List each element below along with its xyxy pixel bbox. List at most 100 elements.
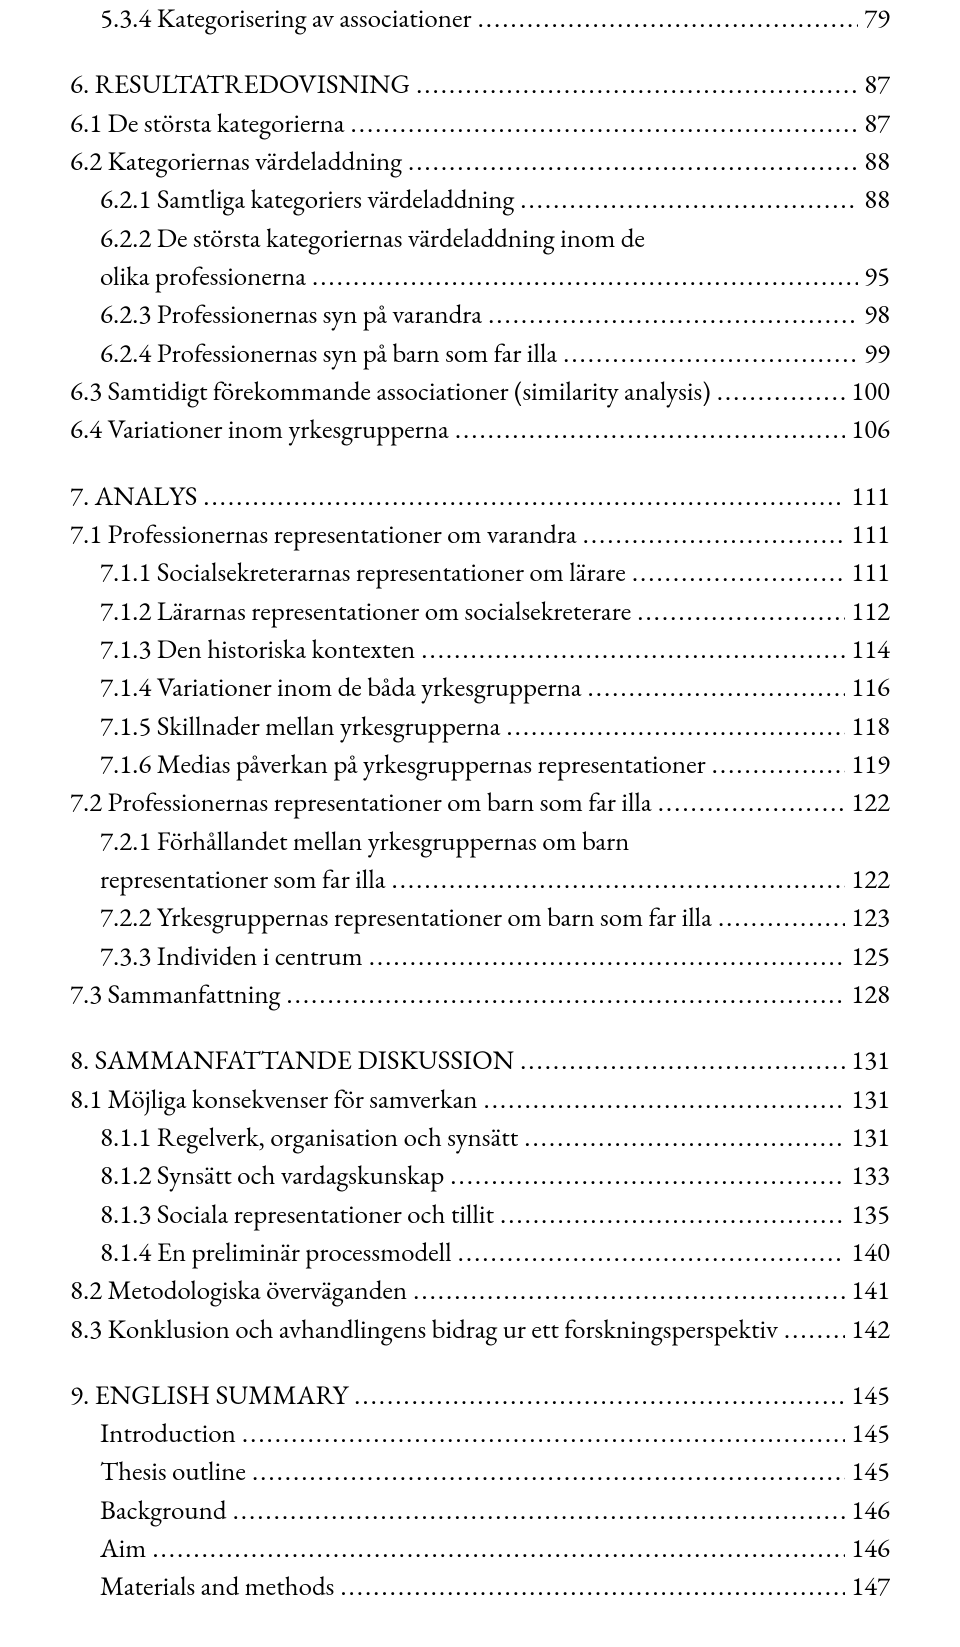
toc-title: Materials and methods	[100, 1568, 334, 1606]
toc-page-number: 88	[864, 143, 890, 181]
toc-entry: 6.2 Kategoriernas värdeladdning 88	[70, 143, 890, 181]
toc-page-number: 135	[851, 1196, 890, 1234]
toc-title: 8. SAMMANFATTANDE DISKUSSION	[70, 1042, 514, 1080]
toc-page-number: 95	[864, 258, 890, 296]
toc-title: Background	[100, 1492, 227, 1530]
toc-title: 8.1.3 Sociala representationer och tilli…	[100, 1196, 494, 1234]
toc-page-number: 111	[851, 516, 890, 554]
toc-title: 7.2.2 Yrkesgruppernas representationer o…	[100, 899, 712, 937]
toc-dot-leader	[413, 1272, 845, 1310]
toc-title: 8.3 Konklusion och avhandlingens bidrag …	[70, 1311, 778, 1349]
toc-page-number: 145	[851, 1377, 890, 1415]
toc-entry: 5.3.4 Kategorisering av associationer79	[70, 0, 890, 38]
toc-entry: 7.3.3 Individen i centrum 125	[70, 938, 890, 976]
toc-dot-leader	[520, 1042, 845, 1080]
toc-list: 5.3.4 Kategorisering av associationer79 6…	[70, 0, 890, 1607]
toc-entry: 7.1.3 Den historiska kontexten 114	[70, 631, 890, 669]
toc-title: 7.1.6 Medias påverkan på yrkesgruppernas…	[100, 746, 706, 784]
toc-page-number: 111	[851, 554, 890, 592]
toc-page-number: 98	[864, 296, 890, 334]
toc-title: 6.2.1 Samtliga kategoriers värdeladdning	[100, 181, 514, 219]
toc-dot-leader	[500, 1196, 845, 1234]
toc-title: 6.4 Variationer inom yrkesgrupperna	[70, 411, 449, 449]
toc-entry: 8.3 Konklusion och avhandlingens bidrag …	[70, 1311, 890, 1349]
toc-title: 6.2 Kategoriernas värdeladdning	[70, 143, 402, 181]
toc-entry: 7.2.1 Förhållandet mellan yrkesgrupperna…	[70, 823, 890, 900]
toc-page-number: 122	[851, 861, 890, 899]
toc-entry: Thesis outline145	[70, 1453, 890, 1491]
toc-page-number: 79	[864, 0, 890, 38]
toc-dot-leader	[203, 478, 845, 516]
toc-title: 7. ANALYS	[70, 478, 197, 516]
toc-dot-leader	[484, 1081, 846, 1119]
toc-dot-leader	[408, 143, 858, 181]
toc-dot-leader	[416, 66, 858, 104]
toc-dot-leader	[784, 1311, 845, 1349]
toc-entry: 6. RESULTATREDOVISNING87	[70, 66, 890, 104]
toc-entry: Materials and methods 147	[70, 1568, 890, 1606]
toc-page-number: 125	[851, 938, 890, 976]
toc-title: 7.3 Sammanfattning	[70, 976, 280, 1014]
toc-entry: 7.1.1 Socialsekreterarnas representation…	[70, 554, 890, 592]
toc-dot-leader	[312, 258, 858, 296]
toc-dot-leader	[233, 1492, 846, 1530]
toc-page-number: 147	[851, 1568, 890, 1606]
toc-dot-leader	[718, 899, 845, 937]
toc-title: 8.1.4 En preliminär processmodell	[100, 1234, 452, 1272]
toc-dot-leader	[354, 1377, 845, 1415]
toc-dot-leader	[637, 593, 845, 631]
toc-page-number: 100	[851, 373, 890, 411]
toc-entry: 9. ENGLISH SUMMARY 145	[70, 1377, 890, 1415]
toc-page-number: 131	[851, 1119, 890, 1157]
toc-entry: 8.1.3 Sociala representationer och tilli…	[70, 1196, 890, 1234]
toc-dot-leader	[421, 631, 845, 669]
toc-page-number: 146	[851, 1530, 890, 1568]
toc-title: 7.3.3 Individen i centrum	[100, 938, 363, 976]
toc-entry: 6.4 Variationer inom yrkesgrupperna106	[70, 411, 890, 449]
toc-title: 8.1 Möjliga konsekvenser för samverkan	[70, 1081, 478, 1119]
toc-dot-leader	[488, 296, 858, 334]
toc-dot-leader	[717, 373, 845, 411]
toc-title: 6. RESULTATREDOVISNING	[70, 66, 410, 104]
toc-dot-leader	[524, 1119, 845, 1157]
toc-page-number: 119	[851, 746, 890, 784]
toc-title-continued: representationer som far illa	[100, 861, 385, 899]
toc-dot-leader	[506, 708, 845, 746]
toc-entry: 7.2 Professionernas representationer om …	[70, 784, 890, 822]
toc-page-number: 114	[851, 631, 890, 669]
toc-page-number: 146	[851, 1492, 890, 1530]
toc-page-number: 122	[851, 784, 890, 822]
toc-title: 6.2.3 Professionernas syn på varandra	[100, 296, 482, 334]
toc-entry: 8.1.4 En preliminär processmodell140	[70, 1234, 890, 1272]
toc-page-number: 128	[851, 976, 890, 1014]
toc-page-number: 131	[851, 1042, 890, 1080]
toc-page-number: 141	[851, 1272, 890, 1310]
toc-title: 7.2.1 Förhållandet mellan yrkesgrupperna…	[100, 823, 629, 861]
toc-title: 7.2 Professionernas representationer om …	[70, 784, 652, 822]
toc-title: 7.1 Professionernas representationer om …	[70, 516, 577, 554]
toc-page-number: 111	[851, 478, 890, 516]
toc-entry: 6.3 Samtidigt förekommande associationer…	[70, 373, 890, 411]
toc-dot-leader	[252, 1453, 845, 1491]
toc-dot-leader	[588, 669, 846, 707]
toc-dot-leader	[450, 1157, 845, 1195]
toc-page-number: 88	[864, 181, 890, 219]
toc-entry: 7.1.5 Skillnader mellan yrkesgrupperna11…	[70, 708, 890, 746]
toc-dot-leader	[369, 938, 845, 976]
toc-entry: 7.3 Sammanfattning 128	[70, 976, 890, 1014]
toc-entry: 7.1.2 Lärarnas representationer om socia…	[70, 593, 890, 631]
toc-dot-leader	[658, 784, 845, 822]
toc-title: 9. ENGLISH SUMMARY	[70, 1377, 348, 1415]
toc-entry: 7.2.2 Yrkesgruppernas representationer o…	[70, 899, 890, 937]
toc-page-number: 142	[851, 1311, 890, 1349]
toc-title: 6.1 De största kategorierna	[70, 105, 345, 143]
toc-page-number: 116	[851, 669, 890, 707]
toc-dot-leader	[632, 554, 845, 592]
toc-entry: 6.2.4 Professionernas syn på barn som fa…	[70, 335, 890, 373]
toc-entry: 8. SAMMANFATTANDE DISKUSSION 131	[70, 1042, 890, 1080]
toc-title: 7.1.5 Skillnader mellan yrkesgrupperna	[100, 708, 500, 746]
toc-entry: Background 146	[70, 1492, 890, 1530]
toc-dot-leader	[391, 861, 845, 899]
toc-dot-leader	[242, 1415, 845, 1453]
toc-title: 7.1.3 Den historiska kontexten	[100, 631, 415, 669]
